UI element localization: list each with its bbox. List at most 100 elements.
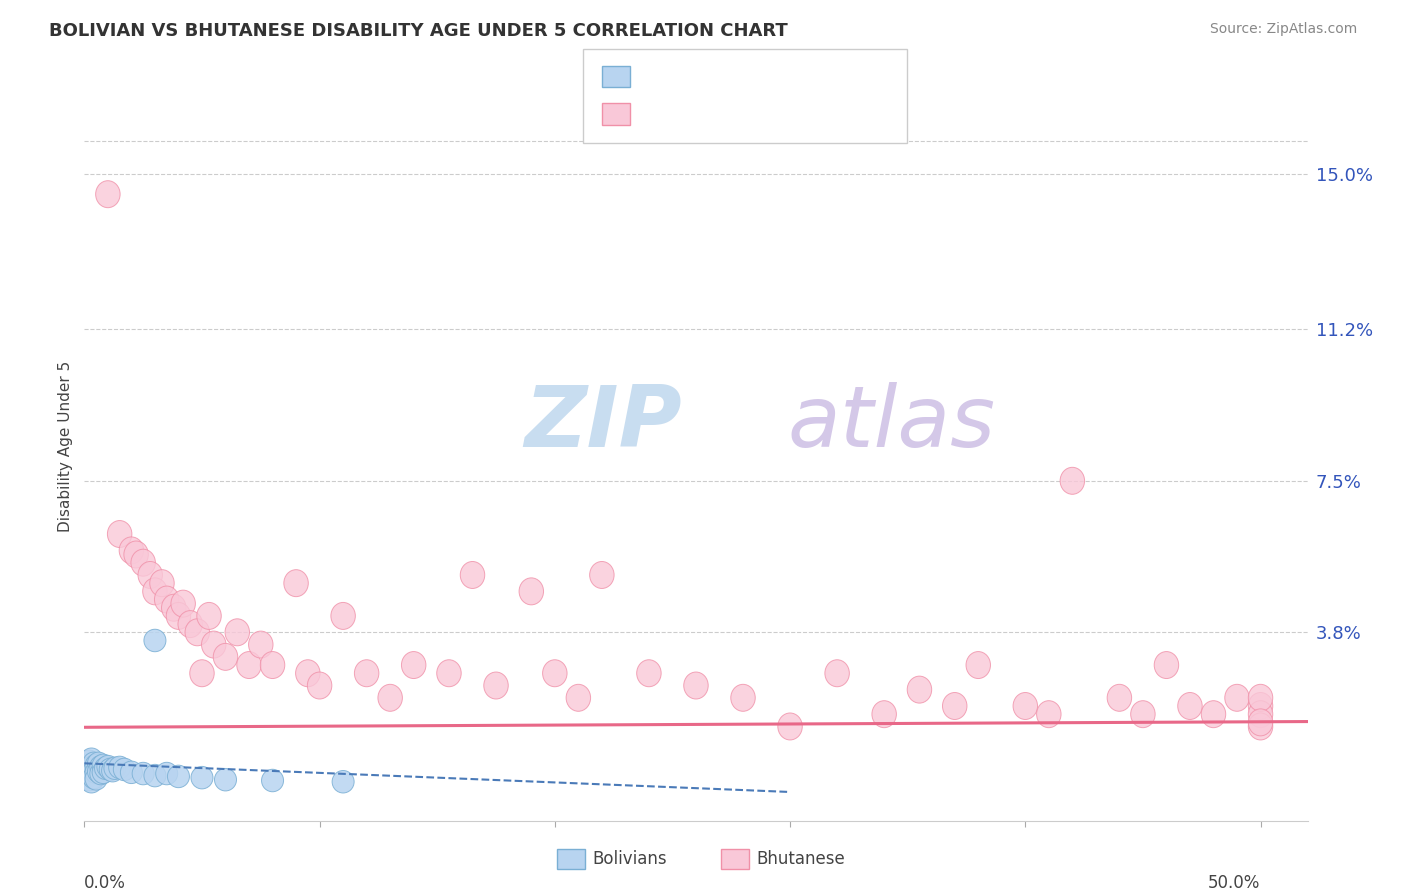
Ellipse shape [543, 660, 567, 687]
Ellipse shape [156, 763, 177, 785]
Ellipse shape [1201, 701, 1226, 728]
Text: R = -0.119: R = -0.119 [637, 68, 731, 86]
Ellipse shape [214, 643, 238, 671]
Ellipse shape [104, 757, 127, 780]
Ellipse shape [190, 660, 214, 687]
Ellipse shape [179, 611, 202, 638]
Ellipse shape [101, 759, 124, 782]
Ellipse shape [1249, 684, 1272, 711]
Ellipse shape [1249, 701, 1272, 728]
Ellipse shape [1249, 692, 1272, 720]
Ellipse shape [155, 586, 179, 613]
Ellipse shape [131, 549, 156, 576]
Ellipse shape [1014, 692, 1038, 720]
Ellipse shape [143, 629, 166, 652]
Ellipse shape [108, 756, 131, 779]
Ellipse shape [93, 761, 114, 783]
Ellipse shape [260, 651, 285, 679]
Ellipse shape [731, 684, 755, 711]
Text: N = 40: N = 40 [787, 68, 852, 86]
Ellipse shape [942, 692, 967, 720]
Ellipse shape [138, 561, 163, 589]
Ellipse shape [100, 758, 121, 780]
Ellipse shape [90, 763, 112, 785]
Ellipse shape [484, 672, 508, 699]
Ellipse shape [437, 660, 461, 687]
Ellipse shape [166, 602, 191, 630]
Text: 0.0%: 0.0% [84, 874, 127, 892]
Ellipse shape [1178, 692, 1202, 720]
Ellipse shape [142, 578, 167, 605]
Ellipse shape [93, 754, 114, 777]
Ellipse shape [79, 764, 100, 787]
Ellipse shape [162, 594, 186, 621]
Ellipse shape [637, 660, 661, 687]
Text: R = 0.009: R = 0.009 [637, 105, 724, 123]
Y-axis label: Disability Age Under 5: Disability Age Under 5 [58, 360, 73, 532]
Ellipse shape [124, 541, 149, 568]
Ellipse shape [167, 765, 190, 788]
Ellipse shape [79, 758, 100, 780]
Ellipse shape [519, 578, 544, 605]
Ellipse shape [378, 684, 402, 711]
Ellipse shape [80, 756, 103, 779]
Ellipse shape [1225, 684, 1250, 711]
Ellipse shape [86, 754, 107, 777]
Ellipse shape [825, 660, 849, 687]
Ellipse shape [83, 752, 105, 774]
Ellipse shape [907, 676, 932, 703]
Ellipse shape [402, 651, 426, 679]
Ellipse shape [94, 757, 117, 780]
Ellipse shape [1036, 701, 1062, 728]
Text: ZIP: ZIP [524, 382, 682, 465]
Ellipse shape [330, 602, 356, 630]
Ellipse shape [1154, 651, 1178, 679]
Ellipse shape [197, 602, 221, 630]
Ellipse shape [121, 761, 142, 783]
Text: atlas: atlas [787, 382, 995, 465]
Ellipse shape [966, 651, 990, 679]
Ellipse shape [308, 672, 332, 699]
Ellipse shape [1130, 701, 1156, 728]
Ellipse shape [114, 758, 135, 780]
Ellipse shape [683, 672, 709, 699]
Text: Bhutanese: Bhutanese [756, 850, 845, 868]
Text: BOLIVIAN VS BHUTANESE DISABILITY AGE UNDER 5 CORRELATION CHART: BOLIVIAN VS BHUTANESE DISABILITY AGE UND… [49, 22, 787, 40]
Ellipse shape [872, 701, 897, 728]
Text: Bolivians: Bolivians [592, 850, 666, 868]
Ellipse shape [354, 660, 378, 687]
Ellipse shape [132, 763, 155, 785]
Ellipse shape [225, 619, 249, 646]
Ellipse shape [150, 570, 174, 597]
Ellipse shape [460, 561, 485, 589]
Ellipse shape [186, 619, 209, 646]
Text: Source: ZipAtlas.com: Source: ZipAtlas.com [1209, 22, 1357, 37]
Ellipse shape [262, 769, 284, 792]
Ellipse shape [201, 632, 226, 658]
Ellipse shape [86, 768, 107, 790]
Ellipse shape [215, 768, 236, 791]
Ellipse shape [778, 713, 803, 740]
Ellipse shape [80, 771, 103, 793]
Ellipse shape [191, 766, 212, 789]
Ellipse shape [96, 181, 120, 208]
Ellipse shape [80, 748, 103, 771]
Ellipse shape [172, 591, 195, 617]
Ellipse shape [249, 632, 273, 658]
Ellipse shape [83, 766, 105, 789]
Ellipse shape [83, 760, 105, 783]
Ellipse shape [79, 768, 100, 791]
Ellipse shape [1249, 713, 1272, 740]
Ellipse shape [1249, 709, 1272, 736]
Ellipse shape [86, 761, 107, 783]
Ellipse shape [76, 766, 98, 789]
Ellipse shape [76, 754, 98, 777]
Ellipse shape [97, 756, 120, 778]
Ellipse shape [332, 771, 354, 793]
Ellipse shape [295, 660, 321, 687]
Ellipse shape [236, 651, 262, 679]
Ellipse shape [1060, 467, 1084, 494]
Text: N = 59: N = 59 [787, 105, 853, 123]
Ellipse shape [284, 570, 308, 597]
Ellipse shape [76, 763, 98, 785]
